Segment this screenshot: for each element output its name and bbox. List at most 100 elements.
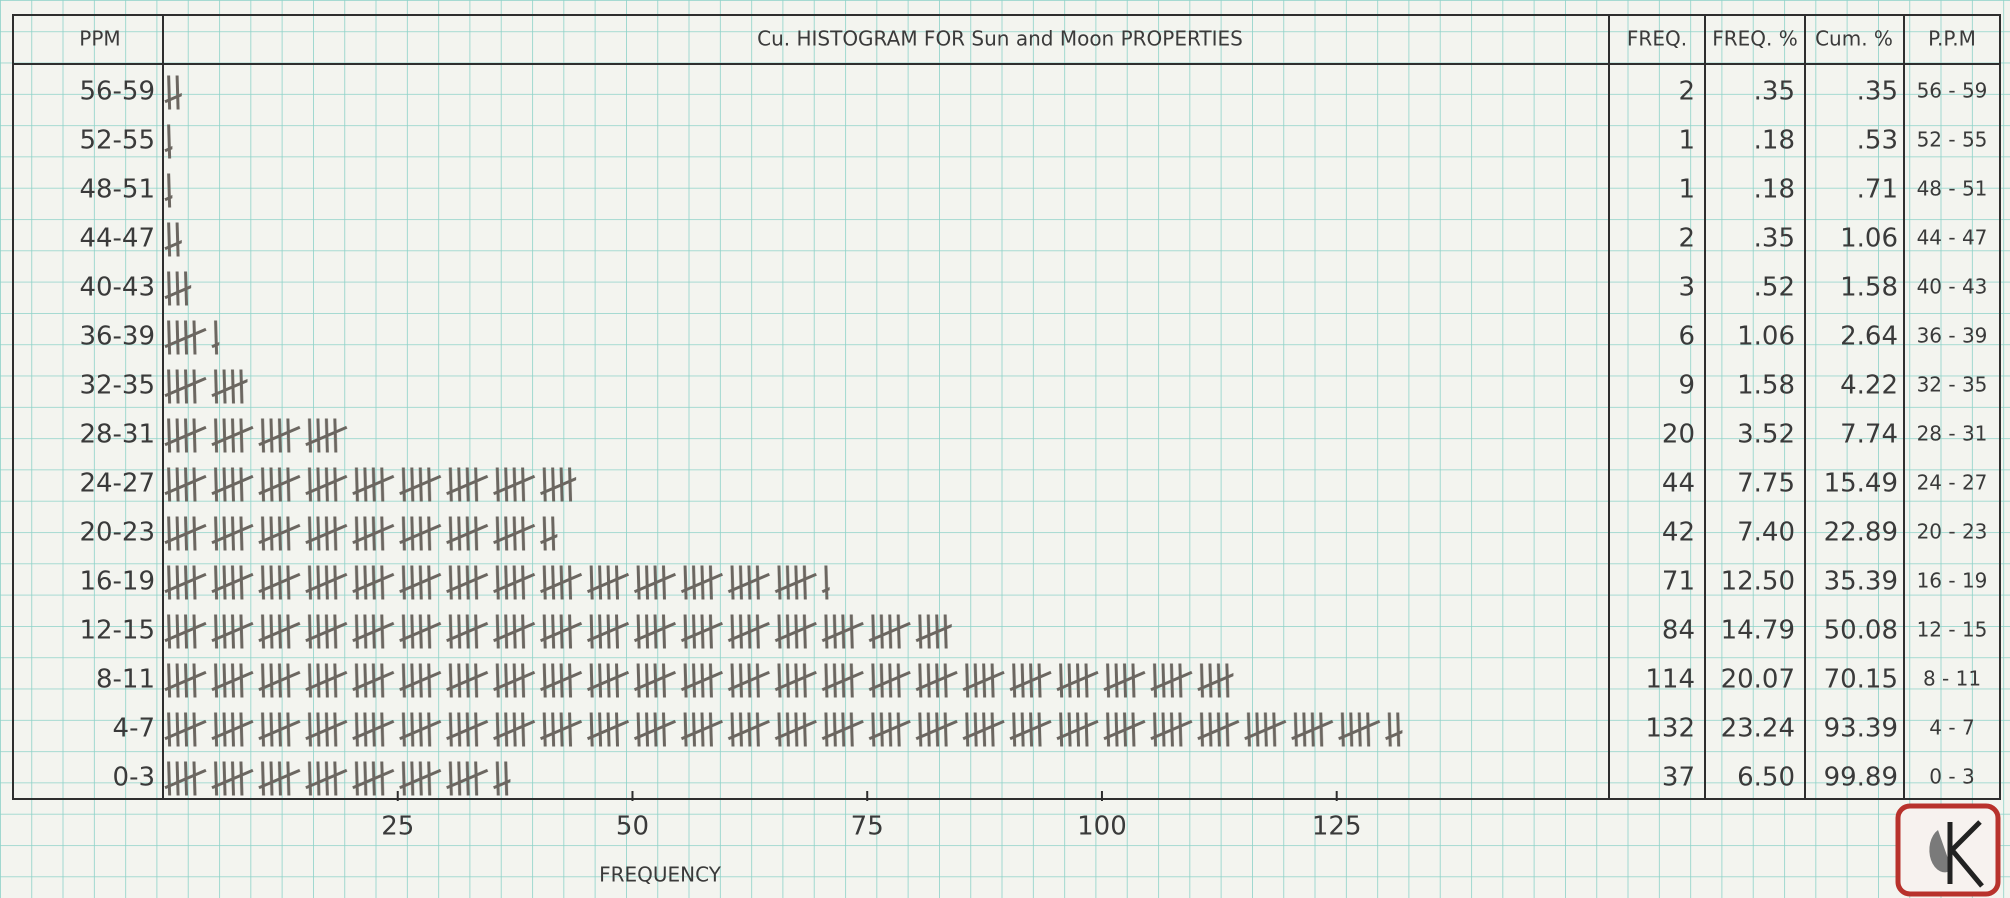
bar — [163, 513, 558, 553]
x-tick-label: 50 — [616, 812, 649, 842]
table-ppm: 52 - 55 — [1917, 128, 1988, 152]
table-cum-pct: 1.58 — [1840, 273, 1898, 303]
table-ppm: 48 - 51 — [1917, 177, 1988, 201]
table-freq-pct: 12.50 — [1721, 567, 1795, 597]
x-tick-label: 125 — [1312, 812, 1362, 842]
bar — [163, 709, 1403, 749]
table-cum-pct: 22.89 — [1824, 518, 1898, 548]
table-ppm: 28 - 31 — [1917, 422, 1988, 446]
table-cum-pct: 7.74 — [1840, 420, 1898, 450]
table-freq-pct: 7.75 — [1737, 469, 1795, 499]
table-cum-pct: 93.39 — [1824, 714, 1898, 744]
table-freq: 1 — [1678, 175, 1695, 205]
bar — [163, 415, 351, 455]
table-header: Cum. % — [1815, 27, 1893, 51]
table-freq: 1 — [1678, 126, 1695, 156]
table-freq-pct: .18 — [1754, 175, 1795, 205]
y-tick-label: 8-11 — [96, 665, 155, 695]
table-cum-pct: 1.06 — [1840, 224, 1898, 254]
chart-title: Cu. HISTOGRAM FOR Sun and Moon PROPERTIE… — [757, 27, 1243, 51]
table-cum-pct: 2.64 — [1840, 322, 1898, 352]
table-freq: 3 — [1678, 273, 1695, 303]
bar — [163, 121, 173, 161]
table-freq: 71 — [1662, 567, 1695, 597]
table-freq: 42 — [1662, 518, 1695, 548]
table-cum-pct: 70.15 — [1824, 665, 1898, 695]
x-axis-label: FREQUENCY — [599, 863, 722, 887]
table-freq-pct: 7.40 — [1737, 518, 1795, 548]
x-tick-label: 100 — [1077, 812, 1127, 842]
y-tick-label: 24-27 — [79, 469, 155, 499]
table-cum-pct: .35 — [1857, 77, 1898, 107]
bar — [163, 268, 192, 308]
y-tick-label: 52-55 — [79, 126, 155, 156]
y-tick-label: 12-15 — [79, 616, 155, 646]
y-tick-label: 16-19 — [79, 567, 155, 597]
table-cum-pct: 4.22 — [1840, 371, 1898, 401]
table-freq-pct: 20.07 — [1721, 665, 1795, 695]
table-ppm: 8 - 11 — [1923, 667, 1981, 691]
table-freq: 2 — [1678, 77, 1695, 107]
y-tick-label: 32-35 — [79, 371, 155, 401]
table-freq-pct: .18 — [1754, 126, 1795, 156]
logo — [1895, 803, 2001, 897]
y-tick-label: 28-31 — [79, 420, 155, 450]
table-freq-pct: .35 — [1754, 224, 1795, 254]
table-ppm: 32 - 35 — [1917, 373, 1988, 397]
table-freq: 9 — [1678, 371, 1695, 401]
bar — [163, 219, 182, 259]
bar — [163, 366, 248, 406]
table-ppm: 40 - 43 — [1917, 275, 1988, 299]
table-freq: 84 — [1662, 616, 1695, 646]
table-ppm: 12 - 15 — [1917, 618, 1988, 642]
bar — [163, 170, 173, 210]
table-freq-pct: .52 — [1754, 273, 1795, 303]
table-freq: 20 — [1662, 420, 1695, 450]
table-header: FREQ. — [1627, 27, 1687, 51]
table-freq: 37 — [1662, 763, 1695, 793]
x-tick-label: 75 — [851, 812, 884, 842]
x-tick-label: 25 — [381, 812, 414, 842]
table-header: FREQ. % — [1712, 27, 1798, 51]
table-ppm: 36 - 39 — [1917, 324, 1988, 348]
table-header: P.P.M — [1928, 27, 1976, 51]
bar — [163, 611, 952, 651]
y-tick-label: 4-7 — [113, 714, 155, 744]
table-freq: 44 — [1662, 469, 1695, 499]
table-cum-pct: 35.39 — [1824, 567, 1898, 597]
table-freq-pct: 6.50 — [1737, 763, 1795, 793]
table-freq-pct: .35 — [1754, 77, 1795, 107]
table-freq: 114 — [1645, 665, 1695, 695]
table-ppm: 16 - 19 — [1917, 569, 1988, 593]
table-cum-pct: .71 — [1857, 175, 1898, 205]
y-tick-label: 36-39 — [79, 322, 155, 352]
table-ppm: 0 - 3 — [1929, 765, 1974, 789]
y-axis-label: PPM — [79, 27, 120, 51]
table-ppm: 44 - 47 — [1917, 226, 1988, 250]
table-freq-pct: 23.24 — [1721, 714, 1795, 744]
y-tick-label: 20-23 — [79, 518, 155, 548]
table-cum-pct: .53 — [1857, 126, 1898, 156]
table-freq: 2 — [1678, 224, 1695, 254]
bar — [163, 317, 220, 357]
y-tick-label: 40-43 — [79, 273, 155, 303]
table-cum-pct: 15.49 — [1824, 469, 1898, 499]
y-tick-label: 0-3 — [113, 763, 155, 793]
table-freq-pct: 3.52 — [1737, 420, 1795, 450]
table-cum-pct: 50.08 — [1824, 616, 1898, 646]
bar — [163, 660, 1234, 700]
table-freq-pct: 1.58 — [1737, 371, 1795, 401]
table-freq-pct: 14.79 — [1721, 616, 1795, 646]
bar — [163, 464, 577, 504]
table-ppm: 4 - 7 — [1929, 716, 1974, 740]
bar — [163, 562, 830, 602]
table-ppm: 20 - 23 — [1917, 520, 1988, 544]
bar — [163, 72, 182, 112]
table-ppm: 24 - 27 — [1917, 471, 1988, 495]
table-freq: 132 — [1645, 714, 1695, 744]
table-ppm: 56 - 59 — [1917, 79, 1988, 103]
y-tick-label: 48-51 — [79, 175, 155, 205]
bar — [163, 758, 511, 798]
